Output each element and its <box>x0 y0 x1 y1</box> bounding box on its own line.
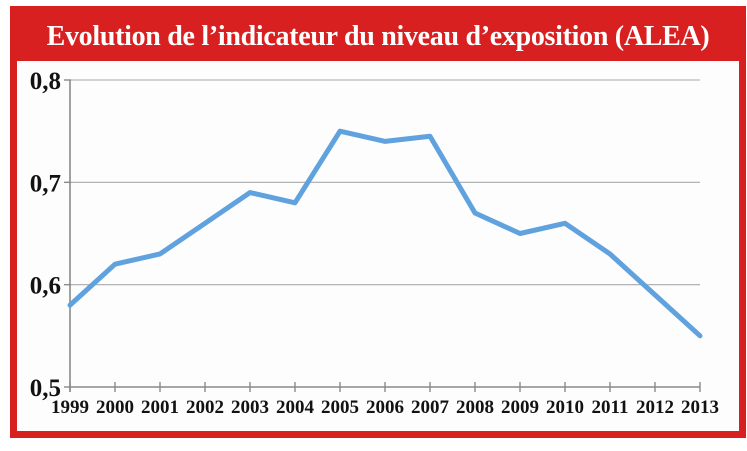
x-tick-label: 2002 <box>186 397 224 418</box>
y-tick-label: 0,8 <box>30 68 61 95</box>
chart-title: Evolution de l’indicateur du niveau d’ex… <box>46 20 710 52</box>
alea-trend-line <box>67 128 703 339</box>
y-tick-label: 0,6 <box>30 273 61 300</box>
x-tick-label: 2008 <box>456 397 494 418</box>
x-tick-label: 2009 <box>501 397 539 418</box>
x-tick-label: 2007 <box>411 397 450 418</box>
title-band: Evolution de l’indicateur du niveau d’ex… <box>16 12 740 61</box>
x-tick-label: 2013 <box>681 397 719 418</box>
x-tick-label: 2011 <box>592 397 629 418</box>
x-tick-label: 2005 <box>321 397 359 418</box>
x-tick-label: 2010 <box>546 397 584 418</box>
y-tick-label: 0,5 <box>30 375 61 402</box>
x-tick-label: 2006 <box>366 397 404 418</box>
x-tick-label: 1999 <box>51 397 89 418</box>
x-tick-label: 2001 <box>141 397 179 418</box>
x-tick-label: 2003 <box>231 397 269 418</box>
x-tick-label: 2004 <box>276 397 315 418</box>
y-tick-label: 0,7 <box>30 170 61 197</box>
chart-area: 0,8 0,7 0,6 0,5 1999 2000 2001 2002 2003 2004 2005… <box>17 61 739 431</box>
x-tick-label: 2012 <box>636 397 674 418</box>
chart-frame: Evolution de l’indicateur du niveau d’ex… <box>10 6 746 438</box>
x-tick-label: 2000 <box>96 397 134 418</box>
